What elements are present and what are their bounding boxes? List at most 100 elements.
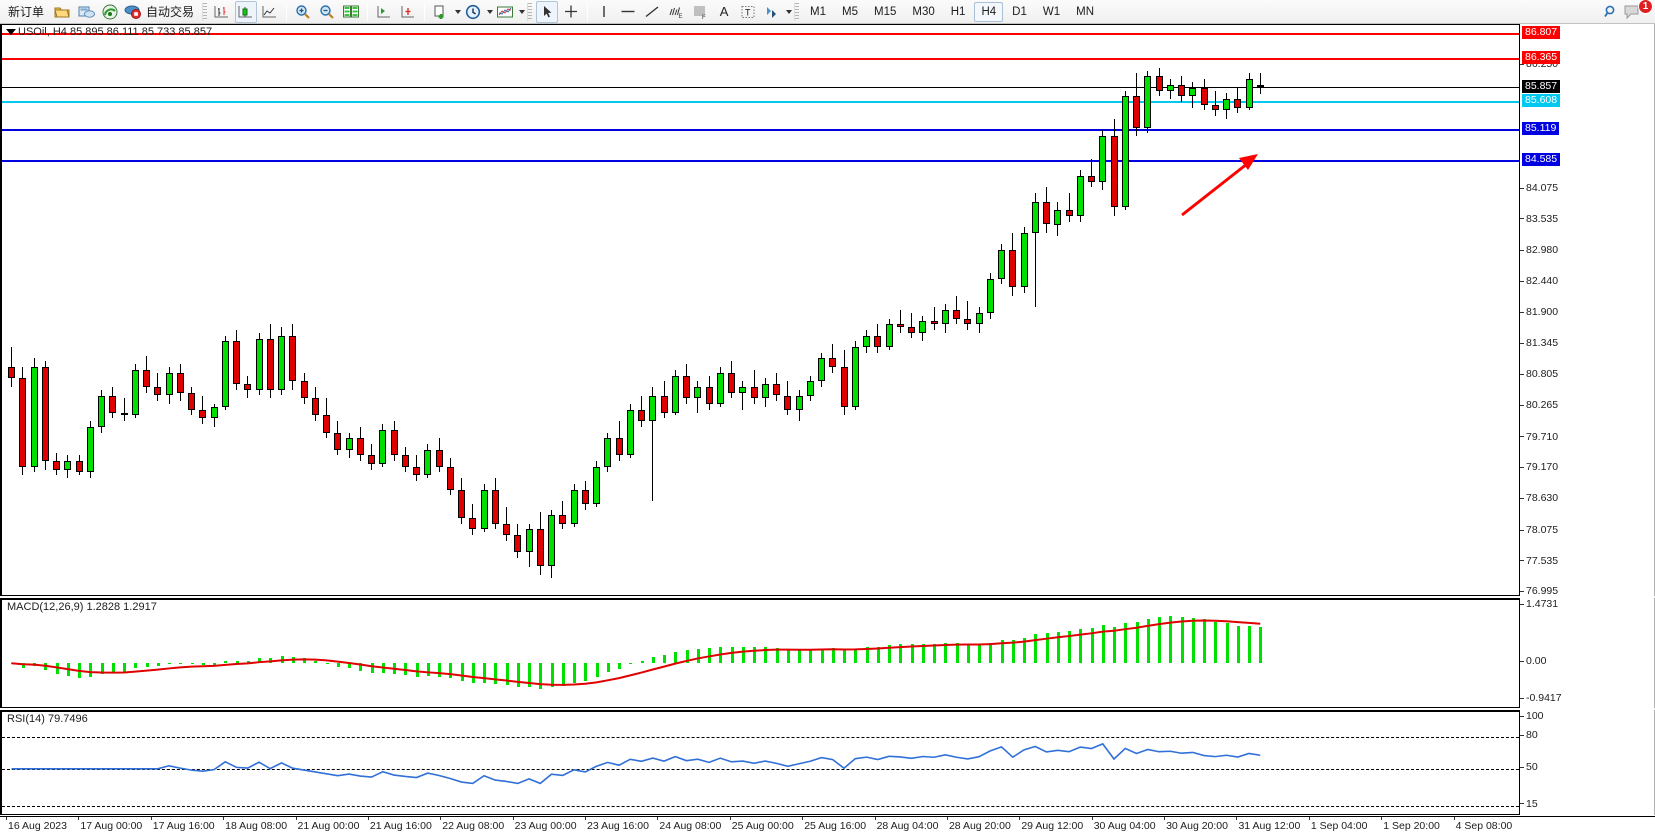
macd-bar <box>190 663 194 665</box>
shift-start-icon[interactable] <box>373 1 395 23</box>
macd-bar <box>618 663 621 670</box>
fibonacci-icon[interactable]: F <box>689 1 711 23</box>
price-tick: 77.535 <box>1520 555 1558 567</box>
macd-bar <box>933 643 936 664</box>
timeframe-d1[interactable]: D1 <box>1012 5 1027 18</box>
macd-bar <box>1056 631 1060 664</box>
timeframe-m5[interactable]: M5 <box>842 5 858 18</box>
chevron-down-icon[interactable] <box>519 9 526 14</box>
chevron-down-icon[interactable] <box>487 9 494 14</box>
candle <box>1200 25 1209 595</box>
new-order-button[interactable]: 新订单 <box>3 1 49 23</box>
macd-bar <box>1236 625 1240 664</box>
upload-cloud-icon[interactable] <box>75 1 97 23</box>
candle <box>908 25 916 595</box>
macd-bar <box>561 663 565 686</box>
macd-bar <box>1214 621 1218 664</box>
price-line-resistance[interactable] <box>2 58 1519 61</box>
macd-bar <box>168 663 171 665</box>
timeframe-m1[interactable]: M1 <box>810 5 827 18</box>
text-label-icon[interactable]: A <box>719 4 729 19</box>
candle <box>604 25 612 595</box>
macd-bar <box>100 663 104 675</box>
macd-bar <box>449 663 453 679</box>
candle <box>345 25 354 595</box>
add-indicator-icon[interactable] <box>430 1 452 23</box>
objects-icon[interactable] <box>761 1 783 23</box>
toolbar-grip[interactable] <box>794 2 800 21</box>
candle <box>829 25 837 595</box>
folder-icon[interactable] <box>51 1 73 23</box>
price-tick: 82.440 <box>1520 275 1558 287</box>
tile-windows-icon[interactable] <box>340 1 362 23</box>
time-label: 1 Sep 20:00 <box>1383 820 1440 832</box>
bar-chart-icon[interactable] <box>211 1 233 23</box>
chevron-down-icon[interactable] <box>455 9 462 14</box>
toolbar-grip[interactable] <box>527 2 533 21</box>
price-line-resistance[interactable] <box>2 33 1519 36</box>
text-box-icon[interactable]: T <box>737 1 759 23</box>
price-label-resistance: 86.807 <box>1522 26 1561 40</box>
symbol-collapse-icon[interactable] <box>6 29 16 35</box>
elliott-wave-icon[interactable]: E <box>665 1 687 23</box>
timeframe-mn[interactable]: MN <box>1076 5 1094 18</box>
zoom-out-icon[interactable] <box>316 1 338 23</box>
timeframe-h1[interactable]: H1 <box>950 5 966 18</box>
rsi-level-15 <box>2 805 1519 807</box>
candle <box>289 25 297 595</box>
vertical-line-icon[interactable] <box>593 1 615 23</box>
templates-icon[interactable] <box>494 1 516 23</box>
chat-icon[interactable]: 1 <box>1623 0 1653 23</box>
macd-bar <box>235 660 239 664</box>
toolbar-grip[interactable] <box>202 2 208 21</box>
search-icon[interactable] <box>1600 1 1622 23</box>
zoom-in-icon[interactable] <box>292 1 314 23</box>
toolbar-separator <box>367 2 369 21</box>
candlestick-chart-icon[interactable] <box>235 0 258 23</box>
macd-bar <box>336 663 340 667</box>
price-axis[interactable]: 86.25084.07583.53582.98082.44081.90081.3… <box>1520 24 1655 597</box>
period-clock-icon[interactable] <box>462 1 484 23</box>
shift-end-icon[interactable] <box>397 1 419 23</box>
candle <box>953 25 961 595</box>
price-line-support[interactable] <box>2 129 1519 132</box>
crosshair-icon[interactable] <box>560 1 582 23</box>
candle <box>188 25 196 595</box>
time-tick <box>1236 817 1238 820</box>
candle <box>525 25 534 595</box>
timeframe-w1[interactable]: W1 <box>1042 5 1061 18</box>
candle <box>390 25 399 595</box>
cursor-icon[interactable] <box>536 0 559 23</box>
candle <box>694 25 702 595</box>
candle <box>109 25 117 595</box>
macd-bar <box>1158 617 1161 664</box>
macd-bar <box>843 650 846 664</box>
macd-bar <box>989 642 993 664</box>
price-line-pivot[interactable] <box>2 101 1519 104</box>
price-chart-pane[interactable]: USOil, H4 85.895 86.111 85.733 85.857 <box>0 24 1520 596</box>
price-tick: 79.170 <box>1520 461 1558 473</box>
chart-workspace[interactable]: USOil, H4 85.895 86.111 85.733 85.857 86… <box>0 24 1655 835</box>
chevron-down-icon[interactable] <box>786 9 793 14</box>
rsi-pane[interactable]: RSI(14) 79.7496 <box>0 710 1520 815</box>
macd-bar <box>1225 623 1229 664</box>
candle <box>98 25 106 595</box>
candle <box>1076 25 1085 595</box>
time-tick <box>1019 817 1021 820</box>
candle <box>581 25 590 595</box>
horizontal-line-icon[interactable] <box>617 1 639 23</box>
macd-bar <box>213 663 216 665</box>
timeframe-h4[interactable]: H4 <box>974 1 1004 22</box>
trendline-icon[interactable] <box>641 1 663 23</box>
macd-pane[interactable]: MACD(12,26,9) 1.2828 1.2917 <box>0 598 1520 708</box>
price-line-current-price[interactable] <box>2 87 1519 89</box>
price-line-support[interactable] <box>2 159 1519 162</box>
candle <box>1020 25 1029 595</box>
time-label: 30 Aug 04:00 <box>1093 820 1156 832</box>
timeframe-m30[interactable]: M30 <box>912 5 935 18</box>
line-chart-icon[interactable] <box>259 1 281 23</box>
autotrading-button[interactable]: 自动交易 <box>123 1 199 23</box>
timeframe-m15[interactable]: M15 <box>874 5 897 18</box>
time-axis[interactable]: 16 Aug 2023 17 Aug 00:00 17 Aug 16:00 18 Au… <box>0 816 1655 835</box>
signal-icon[interactable] <box>99 1 121 23</box>
